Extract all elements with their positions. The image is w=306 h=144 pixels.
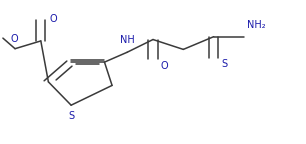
Text: S: S — [221, 59, 227, 69]
Text: S: S — [68, 111, 74, 121]
Text: O: O — [161, 61, 168, 71]
Text: O: O — [10, 34, 18, 44]
Text: NH: NH — [121, 35, 135, 45]
Text: NH₂: NH₂ — [247, 20, 266, 30]
Text: O: O — [49, 14, 57, 24]
